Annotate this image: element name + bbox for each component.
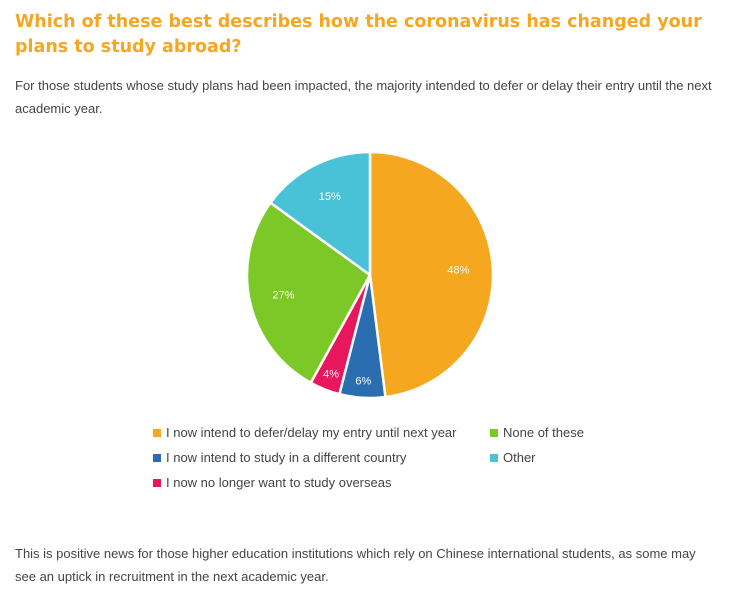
pie-label-none: 27% (273, 289, 295, 301)
pie-chart-area: 48% 6% 4% 27% 15% (0, 140, 731, 410)
chart-title: Which of these best describes how the co… (15, 12, 702, 57)
intro-paragraph: For those students whose study plans had… (15, 78, 712, 116)
pie-label-different-country: 6% (355, 376, 371, 388)
legend-label-defer: I now intend to defer/delay my entry unt… (166, 425, 457, 440)
legend-label-no-longer: I now no longer want to study overseas (166, 475, 392, 490)
closing-paragraph: This is positive news for those higher e… (15, 546, 696, 584)
legend-item-other[interactable]: Other (490, 450, 536, 466)
pie-label-other: 15% (319, 191, 341, 203)
legend-label-none: None of these (503, 425, 584, 440)
pie-slice-none[interactable] (245, 201, 372, 385)
legend-swatch-different-country (153, 454, 161, 462)
legend-label-different-country: I now intend to study in a different cou… (166, 450, 407, 465)
pie-label-defer: 48% (447, 264, 469, 276)
legend-swatch-defer (153, 429, 161, 437)
legend-label-other: Other (503, 450, 536, 465)
legend-swatch-other (490, 454, 498, 462)
pie-chart: 48% 6% 4% 27% 15% (245, 150, 495, 400)
legend-item-defer[interactable]: I now intend to defer/delay my entry unt… (153, 425, 457, 441)
legend-item-different-country[interactable]: I now intend to study in a different cou… (153, 450, 406, 466)
legend-item-none[interactable]: None of these (490, 425, 584, 441)
legend-swatch-none (490, 429, 498, 437)
legend-swatch-no-longer (153, 479, 161, 487)
legend-item-no-longer[interactable]: I now no longer want to study overseas (153, 475, 391, 491)
pie-slice-defer[interactable] (368, 150, 495, 399)
pie-label-no-longer: 4% (323, 368, 339, 380)
pie-slice-other[interactable] (269, 150, 372, 277)
